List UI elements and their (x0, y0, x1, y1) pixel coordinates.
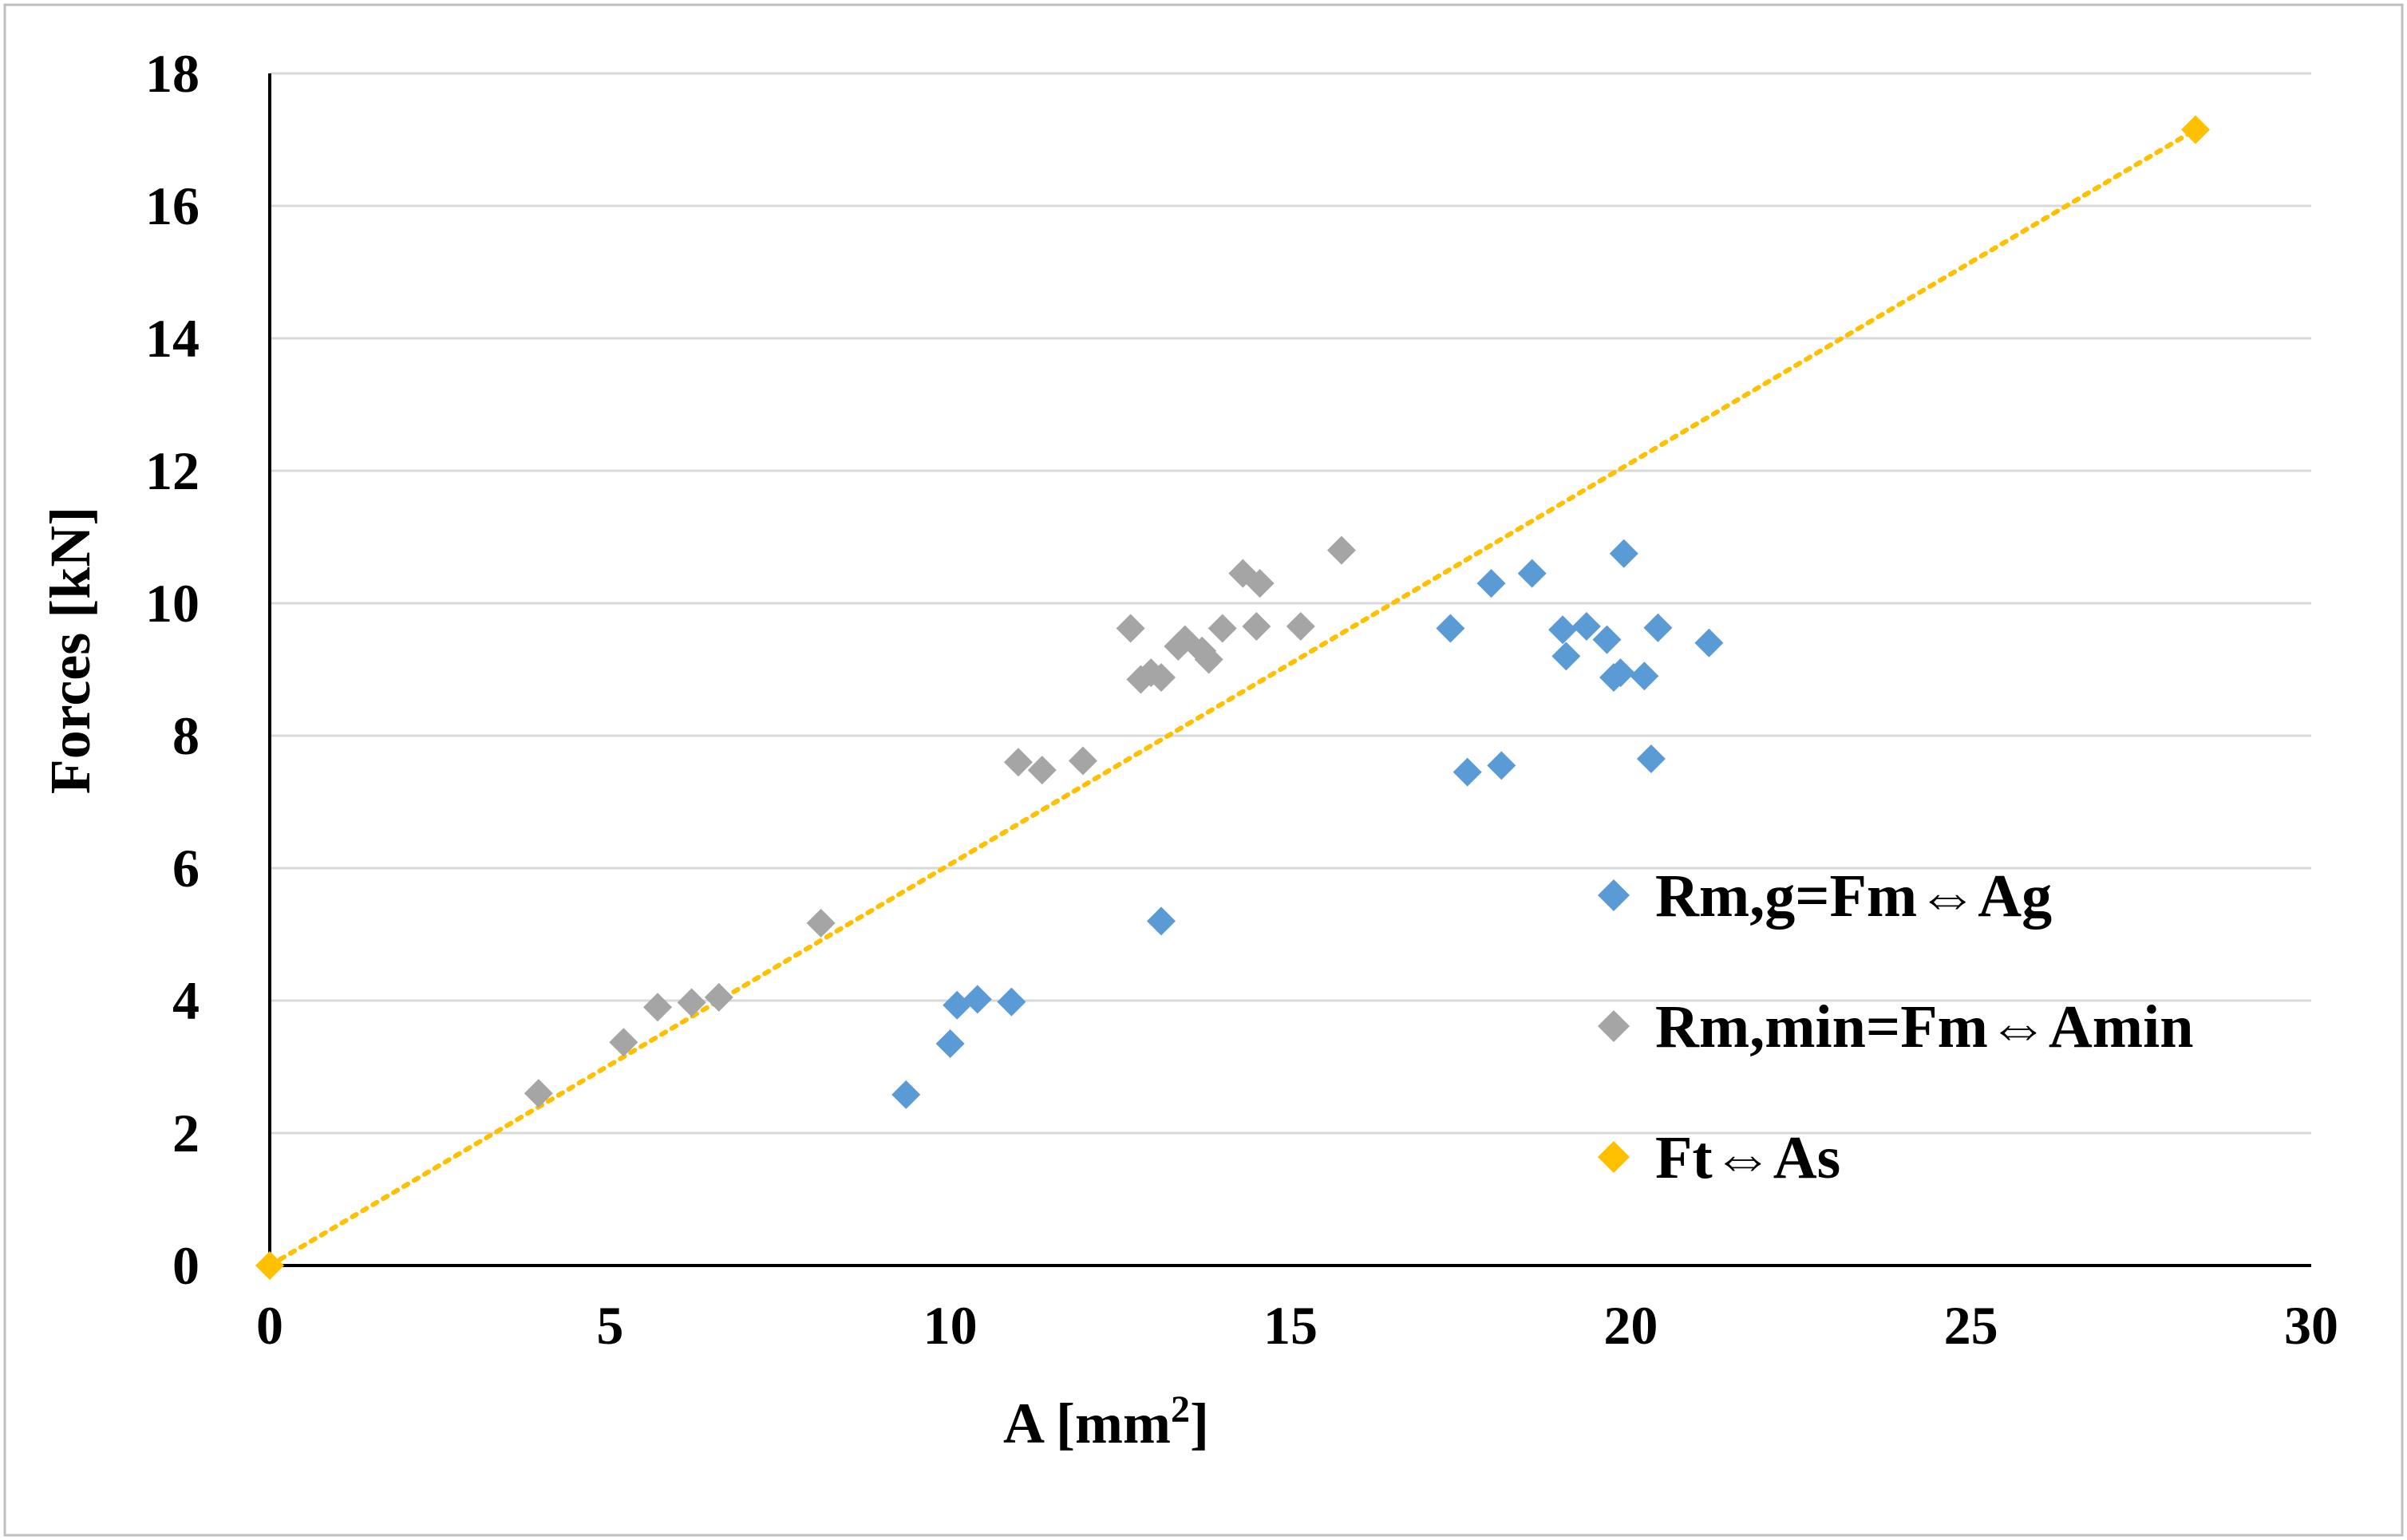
x-tick-label-20: 20 (1603, 1295, 1658, 1356)
data-point (1245, 569, 1275, 598)
data-point (1643, 613, 1673, 642)
x-tick-label-30: 30 (2284, 1295, 2338, 1356)
legend-label: Rm,min=Fm⇔Amin (1655, 993, 2194, 1060)
data-point (609, 1028, 638, 1057)
y-tick-label-16: 16 (145, 176, 200, 236)
data-point (255, 1251, 284, 1280)
x-tick-label-15: 15 (1263, 1295, 1318, 1356)
series-rm-g-fm-ag (891, 539, 1724, 1109)
data-point (1027, 756, 1057, 785)
data-point (1146, 662, 1176, 692)
data-point (997, 987, 1026, 1017)
trendline-ft-as (267, 127, 2199, 1268)
legend-item-rm-g-fm-ag: Rm,g=Fm⇔Ag (1598, 863, 2052, 930)
data-point (943, 990, 972, 1020)
legend-item-rm-min-fm-amin: Rm,min=Fm⇔Amin (1598, 993, 2194, 1060)
y-tick-label-0: 0 (172, 1235, 200, 1296)
series-rm-min-fm-amin (524, 535, 1356, 1108)
y-tick-label-6: 6 (172, 838, 200, 898)
data-point (704, 982, 733, 1012)
gridlines (270, 72, 2311, 1135)
data-point (1116, 614, 1145, 643)
series-ft-as (255, 115, 2211, 1280)
data-point (806, 908, 836, 938)
data-point (524, 1079, 553, 1108)
data-point (1003, 748, 1033, 777)
data-point (1207, 614, 1237, 643)
data-point (1436, 614, 1465, 643)
data-point (1476, 569, 1506, 598)
data-point (1630, 661, 1659, 691)
axes (268, 73, 2311, 1267)
trendline-layer (267, 127, 2199, 1268)
data-point (935, 1029, 965, 1058)
data-point (1517, 559, 1547, 588)
y-tick-label-14: 14 (145, 308, 200, 369)
y-tick-label-10: 10 (145, 573, 200, 634)
data-point (1487, 751, 1516, 780)
y-tick-label-12: 12 (145, 440, 200, 501)
chart-frame (3, 3, 2404, 1537)
legend-marker (1598, 879, 1630, 911)
legend-label: Ft⇔As (1655, 1124, 1840, 1191)
x-tick-labels: 0 5 10 15 20 25 30 (256, 1295, 2338, 1356)
data-point (677, 988, 706, 1017)
y-tick-label-18: 18 (145, 43, 200, 104)
y-tick-label-8: 8 (172, 705, 200, 766)
y-tick-label-2: 2 (172, 1103, 200, 1163)
data-point (1452, 757, 1482, 787)
data-point (1609, 539, 1638, 568)
x-tick-label-0: 0 (256, 1295, 283, 1356)
data-point (1636, 744, 1666, 774)
y-tick-label-4: 4 (172, 970, 200, 1031)
data-point (2181, 115, 2211, 144)
data-point (1242, 612, 1271, 642)
x-tick-label-10: 10 (923, 1295, 978, 1356)
data-point (1548, 615, 1578, 645)
legend-marker (1598, 1141, 1630, 1173)
legend-item-ft-as: Ft⇔As (1598, 1124, 1840, 1191)
legend: Rm,g=Fm⇔Ag Rm,min=Fm⇔Amin Ft⇔As (1598, 863, 2194, 1191)
data-point (643, 993, 673, 1022)
x-tick-label-25: 25 (1944, 1295, 1998, 1356)
data-point (1551, 642, 1581, 671)
data-point (962, 985, 992, 1014)
y-tick-labels: 0 2 4 6 8 10 12 14 16 18 (145, 43, 200, 1296)
data-point (1592, 625, 1622, 654)
data-point (1571, 612, 1601, 642)
data-point (1194, 645, 1223, 674)
data-point (1606, 658, 1635, 688)
data-point (1146, 906, 1176, 936)
data-point (1068, 746, 1097, 776)
data-point (1286, 612, 1315, 642)
data-point (1694, 628, 1724, 657)
x-axis-title: A [mm2] (1003, 1388, 1209, 1455)
y-axis-title: Forces [kN] (38, 507, 102, 795)
legend-label: Rm,g=Fm⇔Ag (1655, 863, 2052, 930)
data-point (1326, 535, 1356, 565)
data-point (891, 1080, 921, 1109)
legend-marker (1598, 1010, 1630, 1042)
x-tick-label-5: 5 (596, 1295, 623, 1356)
data-points (255, 115, 2211, 1280)
